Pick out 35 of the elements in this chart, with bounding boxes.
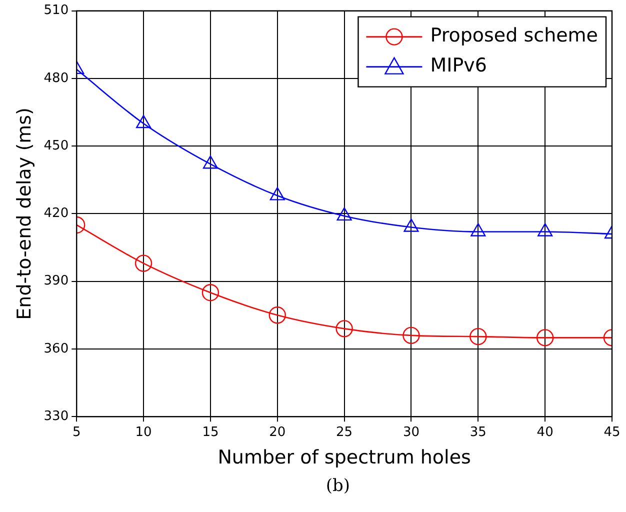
y-tick-label: 330 (44, 408, 69, 424)
point (336, 320, 353, 338)
x-tick-label: 20 (269, 424, 286, 440)
point (336, 207, 352, 221)
x-tick-label: 45 (604, 424, 620, 440)
y-axis-title: End-to-end delay (ms) (13, 108, 36, 320)
y-tick-label: 480 (44, 70, 69, 86)
point (402, 326, 420, 344)
x-tick-label: 15 (202, 424, 219, 440)
x-tick-label: 25 (336, 424, 353, 440)
y-tick-label: 450 (44, 138, 69, 154)
legend-label: Proposed scheme (430, 24, 598, 47)
point (202, 156, 218, 169)
point (270, 187, 285, 200)
x-tick-label: 35 (470, 424, 486, 440)
point (404, 218, 419, 232)
y-tick-label: 420 (44, 206, 69, 222)
x-tick-label: 5 (72, 424, 81, 440)
y-tick-label: 510 (44, 3, 69, 18)
point (538, 223, 553, 236)
point (536, 329, 554, 346)
text: (b) (324, 476, 352, 496)
x-tick-label: 10 (135, 424, 152, 440)
point (470, 223, 486, 236)
x-tick-label: 40 (536, 424, 554, 440)
y-tick-label: 360 (44, 341, 69, 356)
x-axis-title: Number of spectrum holes (218, 446, 471, 469)
point (136, 114, 152, 128)
x-tick-label: 30 (402, 424, 420, 440)
point (202, 284, 220, 302)
point (134, 254, 152, 272)
point (470, 328, 487, 346)
y-tick-label: 390 (44, 274, 69, 289)
point (268, 306, 286, 324)
legend-label: MIPv6 (430, 54, 488, 77)
